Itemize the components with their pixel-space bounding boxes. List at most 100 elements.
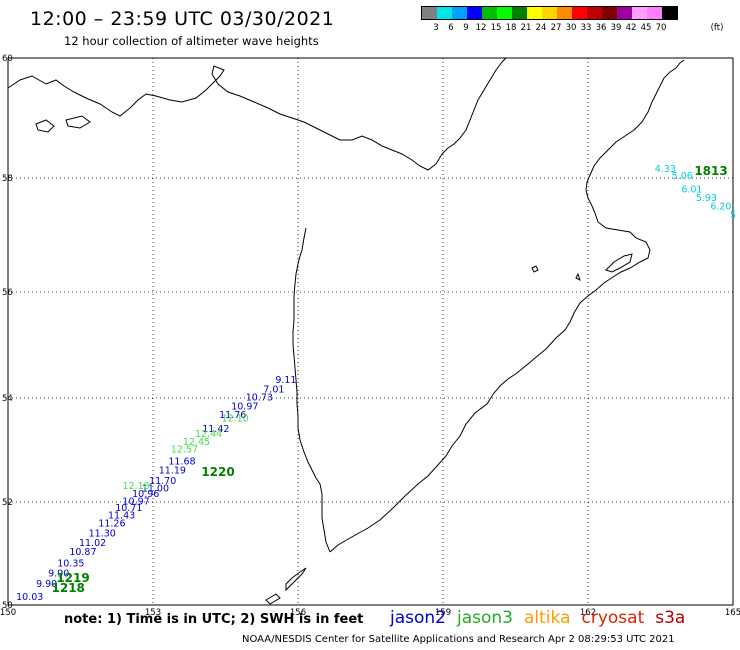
wave-height-point: 11.70 bbox=[149, 476, 176, 487]
wave-height-point: 11.26 bbox=[98, 519, 125, 530]
legend-label: 24 bbox=[535, 23, 547, 33]
legend-swatch bbox=[467, 7, 482, 19]
legend-label: 42 bbox=[625, 23, 637, 33]
mission-altika: altika bbox=[524, 608, 571, 628]
wave-height-point: 9.90 bbox=[36, 579, 57, 590]
legend-label: 33 bbox=[580, 23, 592, 33]
legend-swatch bbox=[482, 7, 497, 19]
page-subtitle: 12 hour collection of altimeter wave hei… bbox=[64, 34, 319, 48]
legend-label: 39 bbox=[610, 23, 622, 33]
lon-tick-label: 162 bbox=[580, 608, 596, 618]
wave-height-point: 10.97 bbox=[231, 401, 258, 412]
altimeter-tracks: 10.039.909.9010.3510.8711.0211.3011.2611… bbox=[16, 164, 736, 603]
wave-height-point: 11.76 bbox=[219, 410, 246, 421]
shantar-islands-2 bbox=[65, 115, 91, 129]
wave-height-point: 11.43 bbox=[108, 510, 135, 521]
kamchatka-sw-coast bbox=[292, 249, 331, 553]
wave-height-point: 5 bbox=[730, 210, 736, 221]
coastline bbox=[7, 57, 685, 605]
mission-cryosat: cryosat bbox=[581, 608, 645, 628]
wave-height-point: 10.73 bbox=[246, 393, 273, 404]
lat-tick-label: 52 bbox=[2, 498, 13, 508]
legend-swatch bbox=[497, 7, 512, 19]
pass-time-label: 1813 bbox=[694, 164, 727, 178]
wave-height-point: 10.03 bbox=[16, 592, 43, 603]
wave-height-point: 11.68 bbox=[168, 457, 195, 468]
color-legend: 3 6 9 12 15 18 21 24 27 30 33 36 39 42 45 70 (ft) bbox=[421, 6, 723, 33]
legend-swatch bbox=[617, 7, 632, 19]
axis-labels: 150 153 156 159 162 165 60 58 56 54 52 50 bbox=[0, 54, 740, 618]
wave-height-point: 12.10 bbox=[222, 413, 249, 424]
pass-time-label: 1219 bbox=[56, 571, 89, 585]
legend-swatch bbox=[602, 7, 617, 19]
lon-tick-label: 150 bbox=[0, 608, 16, 618]
legend-label: 70 bbox=[655, 23, 667, 33]
wave-height-point: 7.01 bbox=[263, 385, 284, 396]
small-island-2 bbox=[575, 272, 581, 281]
wave-height-point: 9.11 bbox=[275, 375, 296, 386]
wave-height-point: 10.96 bbox=[132, 489, 159, 500]
karaginsky-island bbox=[605, 253, 633, 273]
okhotsk-north-coast bbox=[7, 57, 507, 171]
legend-label: 3 bbox=[433, 23, 439, 33]
kuril-island bbox=[285, 567, 307, 592]
lon-tick-label: 165 bbox=[725, 608, 740, 618]
small-island-1 bbox=[531, 265, 539, 273]
wave-height-point: 5.93 bbox=[696, 193, 717, 204]
wave-height-point: 12.18 bbox=[122, 481, 149, 492]
wave-height-point: 12.44 bbox=[195, 429, 222, 440]
legend-label: 15 bbox=[490, 23, 502, 33]
wave-height-point: 12.57 bbox=[171, 445, 198, 456]
legend-label: 12 bbox=[475, 23, 487, 33]
lat-tick-label: 58 bbox=[2, 174, 13, 184]
legend-label: 36 bbox=[595, 23, 607, 33]
legend-label: 27 bbox=[550, 23, 562, 33]
legend-swatch bbox=[527, 7, 542, 19]
legend-label: 21 bbox=[520, 23, 532, 33]
wave-height-point: 10.35 bbox=[57, 558, 84, 569]
lon-tick-label: 153 bbox=[145, 608, 161, 618]
kuril-island-2 bbox=[265, 593, 281, 605]
kamchatka-link bbox=[301, 227, 307, 251]
lon-tick-label: 159 bbox=[435, 608, 451, 618]
pass-time-label: 1220 bbox=[201, 465, 234, 479]
lat-tick-label: 50 bbox=[2, 601, 13, 611]
legend-swatch bbox=[662, 7, 677, 19]
legend-swatch bbox=[647, 7, 662, 19]
wave-height-point: 5.06 bbox=[672, 171, 693, 182]
page-title: 12:00 – 23:59 UTC 03/30/2021 bbox=[30, 8, 335, 30]
wave-height-point: 11.02 bbox=[79, 538, 106, 549]
shantar-islands bbox=[35, 119, 55, 133]
lat-tick-label: 60 bbox=[2, 54, 13, 64]
wave-height-point: 11.19 bbox=[159, 465, 186, 476]
legend-swatch bbox=[572, 7, 587, 19]
wave-height-point: 11.00 bbox=[142, 484, 169, 495]
wave-height-point: 9.90 bbox=[48, 569, 69, 580]
legend-label: 9 bbox=[463, 23, 469, 33]
mission-s3a: s3a bbox=[655, 608, 686, 628]
legend-swatch bbox=[542, 7, 557, 19]
legend-unit: (ft) bbox=[710, 23, 724, 33]
wave-height-point: 10.97 bbox=[122, 497, 149, 508]
legend-swatches bbox=[421, 6, 678, 20]
legend-swatch bbox=[437, 7, 452, 19]
lon-tick-label: 156 bbox=[290, 608, 306, 618]
legend-swatch bbox=[452, 7, 467, 19]
legend-label: 30 bbox=[565, 23, 577, 33]
wave-height-point: 4.33 bbox=[655, 164, 676, 175]
legend-label: 18 bbox=[505, 23, 517, 33]
wave-height-point: 11.30 bbox=[89, 529, 116, 540]
pass-time-label: 1218 bbox=[52, 581, 85, 595]
legend-labels: 3 6 9 12 15 18 21 24 27 30 33 36 39 42 45 70 (ft) bbox=[421, 23, 740, 37]
mission-legend: jason2 jason3 altika cryosat s3a bbox=[390, 608, 685, 628]
legend-swatch bbox=[587, 7, 602, 19]
mission-jason2: jason2 bbox=[390, 608, 446, 628]
lat-tick-label: 56 bbox=[2, 288, 13, 298]
wave-height-point: 6.01 bbox=[681, 184, 702, 195]
footnote: note: 1) Time is in UTC; 2) SWH is in fe… bbox=[64, 612, 364, 627]
wave-height-point: 12.45 bbox=[183, 437, 210, 448]
legend-swatch bbox=[422, 7, 437, 19]
wave-height-point: 10.71 bbox=[115, 503, 142, 514]
kamchatka-west-coast bbox=[329, 59, 685, 553]
